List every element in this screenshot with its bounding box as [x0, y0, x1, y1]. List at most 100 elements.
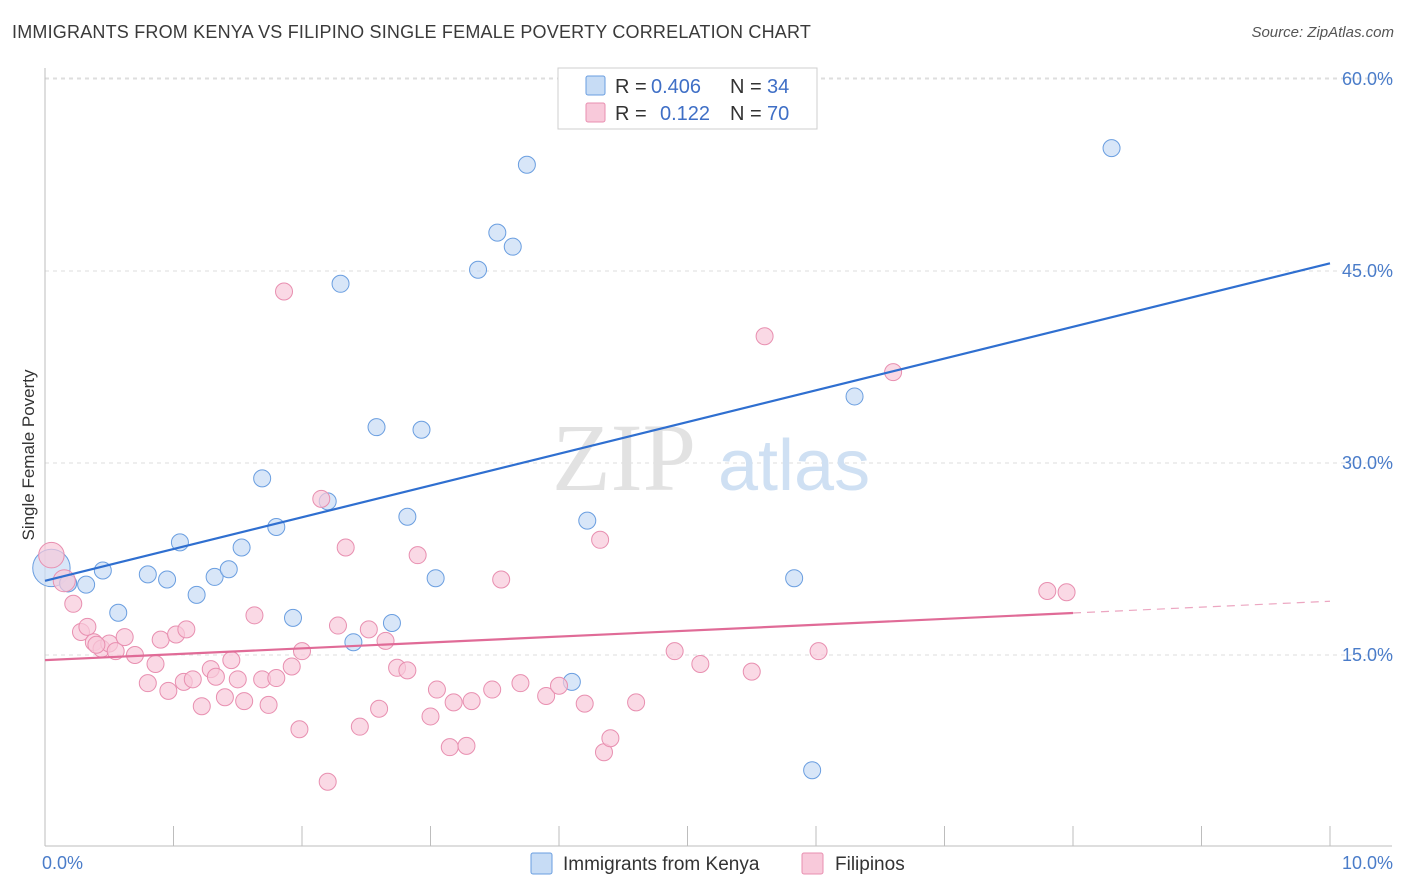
point-filipinos-25: [245, 606, 264, 625]
point-filipinos-66: [1038, 582, 1057, 600]
point-filipinos-56: [591, 530, 610, 549]
point-filipinos-35: [328, 616, 347, 635]
bottom-legend-label-filipinos: Filipinos: [835, 854, 905, 875]
point-filipinos-67: [1057, 583, 1076, 602]
trend-line-dashed-filipinos: [1072, 600, 1331, 614]
point-filipinos-12: [146, 654, 165, 673]
point-kenya-2: [77, 575, 96, 594]
y-tick-label-0: 15.0%: [1342, 645, 1393, 665]
point-filipinos-45: [427, 680, 446, 699]
point-filipinos-61: [691, 654, 710, 673]
legend-n-value-filipinos: 70: [767, 103, 789, 125]
trend-line-filipinos: [44, 611, 1074, 662]
legend-n-value-kenya: 34: [767, 76, 789, 98]
y-tick-label-3: 60.0%: [1342, 69, 1393, 89]
point-filipinos-54: [550, 676, 568, 695]
point-filipinos-62: [755, 327, 774, 346]
point-filipinos-64: [809, 642, 828, 661]
x-tick-label-0: 0.0%: [42, 853, 83, 873]
point-kenya-5: [138, 565, 157, 584]
point-kenya-9: [205, 567, 224, 586]
point-filipinos-43: [408, 546, 427, 565]
point-kenya-28: [578, 511, 597, 530]
point-filipinos-30: [282, 657, 301, 676]
point-kenya-4: [109, 603, 128, 622]
point-kenya-20: [398, 507, 417, 526]
point-filipinos-68: [87, 635, 106, 654]
point-filipinos-33: [312, 489, 331, 508]
point-filipinos-37: [350, 717, 369, 736]
point-filipinos-0: [38, 541, 65, 569]
correlation-legend: R = 0.406 N = 34 R = 0.122 N = 70: [557, 67, 818, 130]
point-kenya-22: [426, 569, 445, 588]
point-filipinos-44: [421, 707, 440, 726]
point-kenya-29: [785, 569, 804, 588]
point-filipinos-14: [159, 681, 178, 700]
trend-line-kenya: [44, 262, 1331, 582]
point-kenya-12: [253, 469, 272, 488]
legend-r-value-filipinos: 0.122: [660, 103, 710, 125]
bottom-legend-label-kenya: Immigrants from Kenya: [563, 854, 760, 875]
point-kenya-24: [488, 223, 507, 242]
point-filipinos-22: [222, 651, 241, 670]
bottom-legend-swatch-kenya: [530, 852, 553, 875]
point-kenya-25: [503, 237, 522, 256]
point-filipinos-2: [64, 594, 83, 613]
data-points: [32, 139, 1121, 791]
point-kenya-6: [158, 570, 177, 589]
point-kenya-31: [845, 387, 864, 406]
trend-lines: [44, 262, 1331, 662]
point-filipinos-59: [627, 693, 646, 712]
watermark-atlas: atlas: [718, 426, 870, 506]
point-kenya-26: [517, 155, 536, 174]
point-filipinos-60: [665, 642, 684, 661]
point-kenya-11: [232, 538, 251, 557]
point-filipinos-32: [293, 642, 311, 661]
point-filipinos-49: [462, 692, 481, 711]
point-kenya-32: [1102, 139, 1121, 158]
point-filipinos-20: [206, 667, 225, 686]
legend-n-label-filipinos: N =: [730, 103, 762, 125]
point-kenya-23: [469, 260, 488, 279]
legend-swatch-filipinos: [585, 102, 606, 123]
point-filipinos-58: [601, 729, 620, 748]
point-filipinos-8: [106, 642, 125, 661]
watermark-zip: ZIP: [552, 404, 696, 511]
legend-r-label-kenya: R =: [615, 76, 647, 98]
point-filipinos-52: [511, 674, 530, 693]
series-legend: Immigrants from Kenya Filipinos: [530, 852, 905, 875]
axes: [44, 68, 1392, 847]
point-filipinos-34: [318, 772, 337, 791]
point-filipinos-50: [483, 680, 502, 699]
y-tick-label-2: 45.0%: [1342, 261, 1393, 281]
point-filipinos-29: [275, 282, 294, 301]
grid-lines: [45, 77, 1392, 656]
point-filipinos-23: [228, 670, 247, 689]
point-filipinos-39: [370, 699, 389, 718]
point-kenya-10: [219, 560, 238, 579]
point-filipinos-18: [192, 697, 211, 716]
point-filipinos-27: [259, 695, 278, 714]
point-filipinos-48: [457, 736, 476, 755]
bottom-legend-swatch-filipinos: [801, 852, 824, 875]
point-kenya-8: [187, 585, 206, 604]
point-kenya-17: [344, 633, 363, 652]
point-filipinos-21: [215, 688, 234, 707]
point-filipinos-69: [177, 620, 196, 639]
point-filipinos-4: [78, 617, 97, 636]
point-filipinos-31: [290, 720, 309, 739]
point-filipinos-63: [742, 662, 761, 681]
point-filipinos-51: [492, 570, 511, 589]
watermark: ZIP atlas: [552, 404, 870, 511]
y-axis-title: Single Female Poverty: [19, 369, 38, 541]
point-kenya-16: [331, 274, 350, 293]
legend-r-label-filipinos: R =: [615, 103, 647, 125]
point-filipinos-47: [444, 693, 463, 712]
chart-title: IMMIGRANTS FROM KENYA VS FILIPINO SINGLE…: [12, 22, 812, 42]
point-kenya-30: [803, 761, 822, 780]
chart-source: Source: ZipAtlas.com: [1251, 24, 1394, 41]
point-filipinos-28: [267, 669, 286, 688]
point-filipinos-38: [359, 620, 378, 639]
point-filipinos-11: [138, 674, 157, 693]
